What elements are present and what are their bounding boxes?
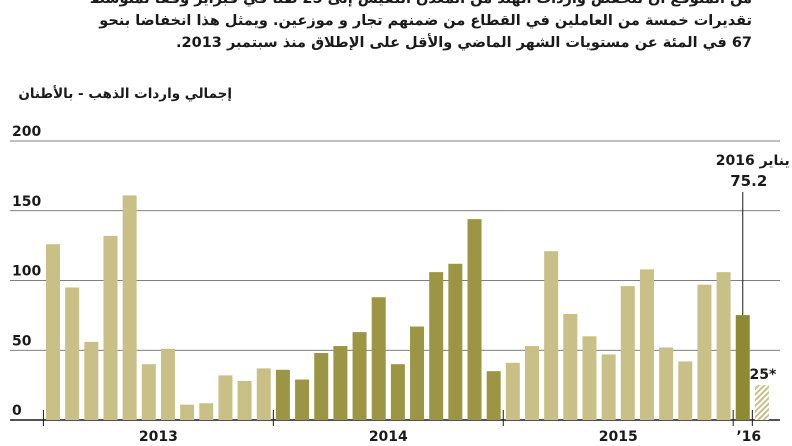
bar [314, 353, 329, 420]
intro-line-3: 67 في المئة عن مستويات الشهر الماضي والأ… [176, 35, 752, 51]
bar [371, 297, 386, 420]
bar [199, 403, 214, 420]
bar [256, 368, 271, 420]
bar [160, 348, 175, 420]
bar [505, 362, 520, 420]
bar [563, 313, 578, 420]
bar [352, 332, 367, 420]
bar [122, 195, 137, 420]
bar [544, 251, 559, 420]
y-tick-label: 0 [12, 403, 22, 419]
bar [84, 341, 99, 420]
bar [639, 269, 654, 420]
bar [467, 219, 482, 420]
bar [46, 244, 60, 420]
bar [65, 287, 80, 420]
bar [678, 361, 693, 420]
bar [601, 354, 616, 420]
bar [620, 286, 635, 420]
x-year-label: 2015 [599, 429, 638, 445]
y-tick-label: 150 [12, 194, 41, 210]
bar [525, 346, 539, 420]
x-year-label: 2013 [139, 429, 178, 445]
bar [735, 315, 750, 420]
annotation-value: 75.2 [730, 172, 767, 190]
bar [275, 369, 290, 420]
bar [410, 326, 425, 420]
intro-line-2: تقديرات خمسة من العاملين في القطاع من ضم… [99, 13, 752, 29]
forecast-bar [754, 385, 769, 420]
bar [180, 404, 195, 420]
intro-line-1: من المتوقع أن تنخفض واردات الهند من المع… [12, 0, 752, 10]
bar [218, 375, 233, 420]
bar [582, 336, 597, 420]
bar [237, 380, 252, 420]
y-tick-label: 200 [12, 124, 41, 140]
y-tick-label: 100 [12, 264, 41, 280]
x-year-label: 2014 [369, 429, 408, 445]
bar [697, 284, 712, 420]
bar [486, 371, 501, 420]
bar [295, 379, 310, 420]
x-year-label: ’16 [736, 429, 761, 445]
bar [333, 346, 348, 420]
y-axis-label: إجمالي واردات الذهب - بالأطنان [18, 86, 232, 102]
annotation-date: يناير 2016 [716, 153, 790, 169]
bar [429, 272, 444, 420]
forecast-label: 25* [750, 367, 777, 383]
intro-text: من المتوقع أن تنخفض واردات الهند من المع… [12, 0, 752, 54]
y-tick-label: 50 [12, 333, 32, 349]
bar [659, 347, 674, 420]
bar [448, 263, 463, 420]
bar [716, 272, 731, 420]
bar [390, 364, 405, 420]
bar [103, 235, 118, 420]
bar [141, 364, 156, 420]
